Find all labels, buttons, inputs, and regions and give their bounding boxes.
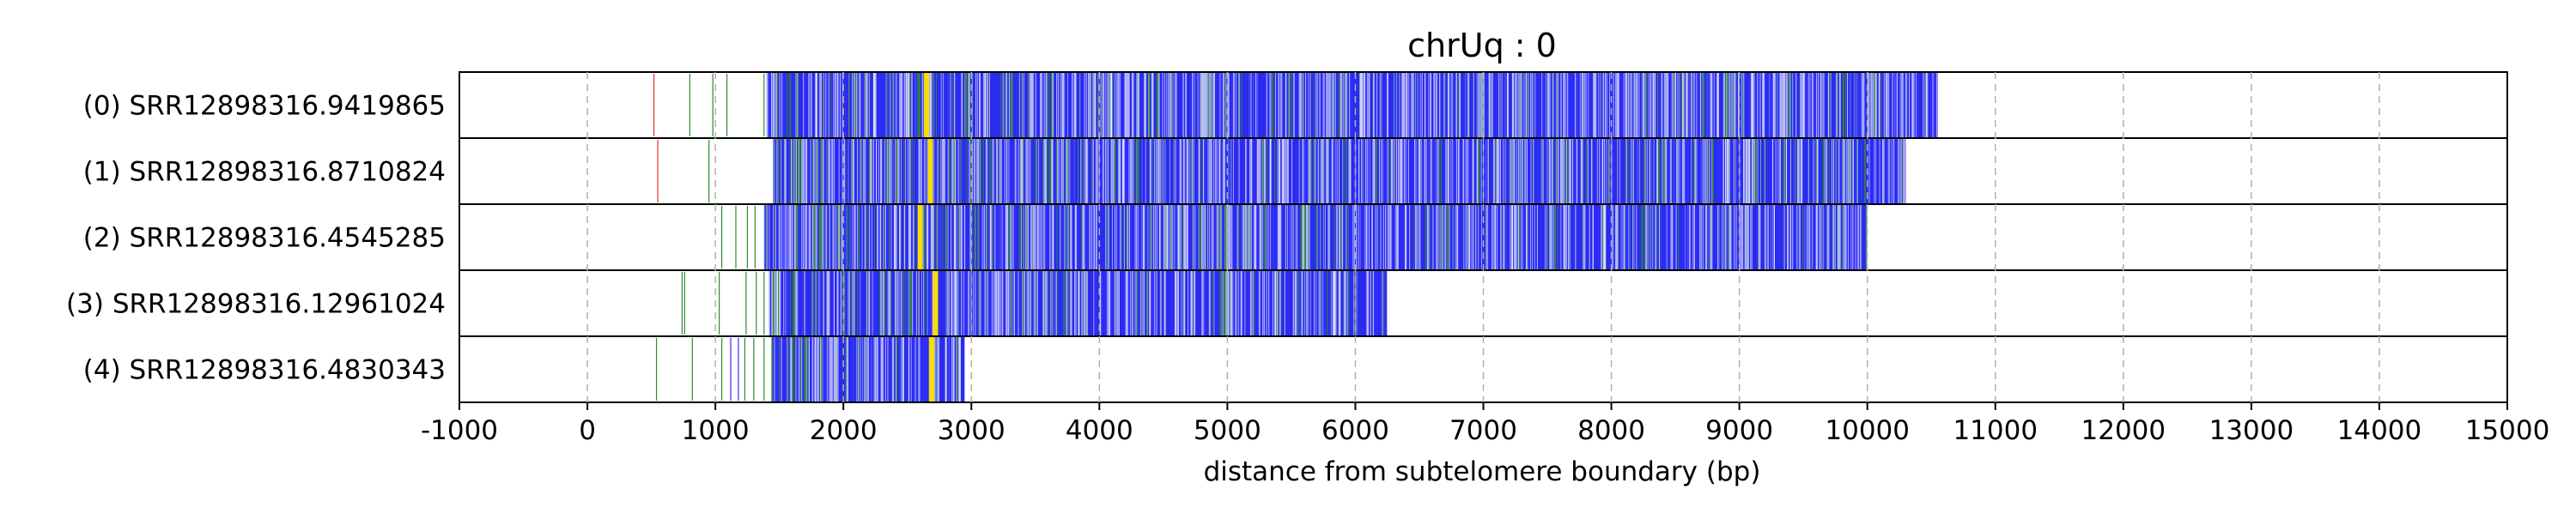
x-tick-label: 8000 — [1577, 415, 1645, 446]
read-marker-yellow — [929, 337, 935, 401]
x-tick-label: 14000 — [2337, 415, 2422, 446]
read-marker-yellow — [933, 271, 939, 335]
row-frame — [459, 335, 2508, 403]
x-tick-label: 2000 — [810, 415, 878, 446]
x-tick-label: 11000 — [1953, 415, 2038, 446]
x-tick-label: 3000 — [938, 415, 1005, 446]
x-tick-label: 13000 — [2209, 415, 2294, 446]
x-tick-label: 7000 — [1449, 415, 1517, 446]
x-tick-label: 1000 — [682, 415, 750, 446]
read-row — [459, 203, 2508, 271]
read-row — [459, 71, 2508, 139]
x-tick-label: 12000 — [2081, 415, 2166, 446]
x-tick-label: 4000 — [1066, 415, 1133, 446]
read-label: (1) SRR12898316.8710824 — [83, 157, 446, 188]
plot-area: (0) SRR12898316.9419865 (1) SRR12898316.8… — [66, 71, 2550, 446]
x-tick-label: -1000 — [421, 415, 498, 446]
x-tick-label: 0 — [579, 415, 596, 446]
read-row — [459, 137, 2508, 205]
read-label: (3) SRR12898316.12961024 — [66, 289, 446, 320]
read-marker-yellow — [924, 73, 930, 137]
read-label: (2) SRR12898316.4545285 — [83, 223, 446, 254]
read-label: (4) SRR12898316.4830343 — [83, 355, 446, 386]
x-tick-label: 6000 — [1321, 415, 1389, 446]
x-tick-label: 9000 — [1705, 415, 1773, 446]
chart-title: chrUq : 0 — [1407, 27, 1557, 64]
read-row — [459, 269, 2508, 337]
x-tick-label: 5000 — [1194, 415, 1261, 446]
read-label: (0) SRR12898316.9419865 — [83, 91, 446, 122]
x-axis-label: distance from subtelomere boundary (bp) — [1204, 456, 1761, 487]
read-row — [459, 335, 2508, 403]
read-marker-yellow — [927, 139, 933, 203]
x-tick-label: 15000 — [2465, 415, 2550, 446]
x-tick-label: 10000 — [1825, 415, 1910, 446]
read-marker-yellow — [917, 205, 923, 269]
